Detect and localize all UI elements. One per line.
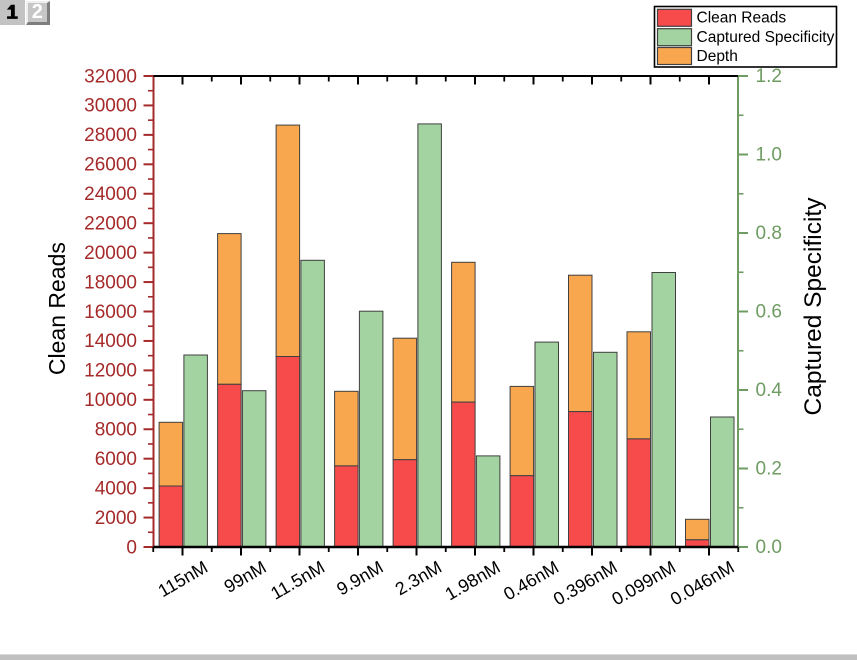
svg-text:1.0: 1.0 bbox=[756, 145, 782, 166]
svg-text:26000: 26000 bbox=[84, 155, 137, 176]
svg-text:14000: 14000 bbox=[84, 331, 137, 352]
svg-text:12000: 12000 bbox=[84, 361, 137, 382]
svg-text:24000: 24000 bbox=[84, 184, 137, 205]
svg-text:22000: 22000 bbox=[84, 213, 137, 234]
svg-text:8000: 8000 bbox=[95, 420, 137, 441]
svg-text:20000: 20000 bbox=[84, 243, 137, 264]
svg-text:6000: 6000 bbox=[95, 449, 137, 470]
svg-text:0.0: 0.0 bbox=[756, 537, 782, 558]
svg-text:18000: 18000 bbox=[84, 272, 137, 293]
svg-text:Captured Specificity: Captured Specificity bbox=[697, 29, 835, 46]
svg-text:0.2: 0.2 bbox=[756, 459, 782, 480]
svg-text:Clean Reads: Clean Reads bbox=[697, 10, 787, 27]
svg-text:0: 0 bbox=[126, 537, 137, 558]
svg-text:0.6: 0.6 bbox=[756, 302, 782, 323]
svg-text:30000: 30000 bbox=[84, 96, 137, 117]
svg-text:16000: 16000 bbox=[84, 302, 137, 323]
svg-text:28000: 28000 bbox=[84, 125, 137, 146]
svg-text:4000: 4000 bbox=[95, 478, 137, 499]
svg-text:32000: 32000 bbox=[84, 66, 137, 87]
svg-text:0.8: 0.8 bbox=[756, 223, 782, 244]
svg-text:0.4: 0.4 bbox=[756, 380, 783, 401]
svg-text:2000: 2000 bbox=[95, 508, 137, 529]
svg-text:1.2: 1.2 bbox=[756, 66, 782, 87]
svg-text:Captured Specificity: Captured Specificity bbox=[800, 197, 827, 416]
svg-text:Clean Reads: Clean Reads bbox=[44, 242, 70, 375]
svg-text:Depth: Depth bbox=[697, 48, 738, 65]
svg-text:10000: 10000 bbox=[84, 390, 137, 411]
